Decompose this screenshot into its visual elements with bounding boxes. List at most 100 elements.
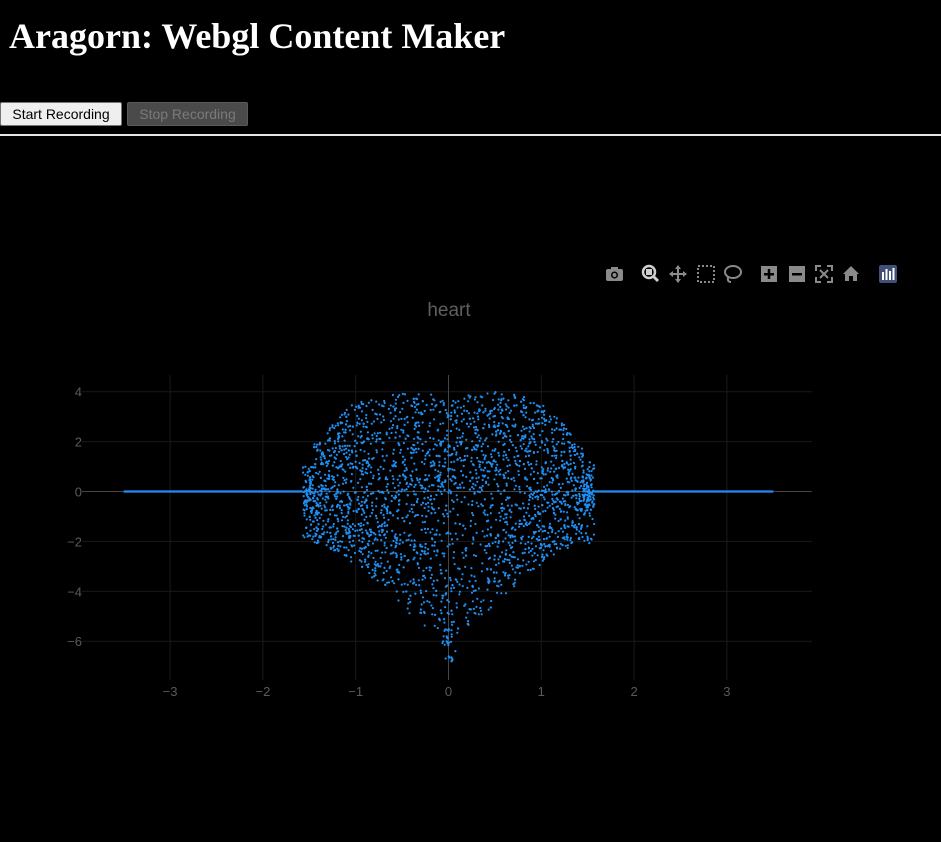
scatter-point [324,480,327,483]
scatter-point [387,491,390,494]
scatter-point [319,504,322,507]
pan-icon[interactable] [669,265,687,283]
scatter-point [333,427,336,430]
scatter-point [429,557,432,560]
scatter-point [509,546,513,550]
scatter-point [426,527,429,531]
scatter-point [319,501,322,505]
scatter-point [444,509,447,512]
scatter-point [385,530,389,533]
scatter-point [377,468,380,471]
scatter-point [342,476,345,479]
scatter-point [538,519,541,522]
scatter-point [482,599,485,602]
scatter-point [331,424,334,427]
scatter-point [450,609,453,612]
scatter-point [433,498,436,501]
scatter-point [406,514,409,517]
scatter-point [399,533,402,536]
camera-icon[interactable] [606,267,623,281]
scatter-point [544,489,547,492]
scatter-point [532,433,535,436]
scatter-point [397,484,400,487]
scatter-point [363,547,366,550]
scatter-point [544,423,547,426]
scatter-point [548,535,551,538]
scatter-point [469,519,472,523]
scatter-point [368,571,371,575]
scatter-point [364,558,367,561]
scatter-point [302,485,305,489]
scatter-point [360,547,363,550]
scatter-point [539,493,542,497]
scatter-point [334,536,337,539]
scatter-point [460,440,463,443]
scatter-point [562,429,565,432]
scatter-point [438,461,441,464]
scatter-point [456,444,459,448]
scatter-point [525,563,528,566]
scatter-point [366,532,369,535]
scatter-point [551,440,554,443]
scatter-point [493,577,496,580]
scatter-point [314,466,317,469]
scatter-point [485,437,488,440]
scatter-point [313,528,316,531]
scatter-point [409,580,412,583]
scatter-point [434,468,437,471]
scatter-point [357,508,360,511]
scatter-point [439,609,442,612]
zoom-out-icon[interactable] [789,266,805,282]
scatter-point [324,523,327,526]
page-title: Aragorn: Webgl Content Maker [9,16,506,56]
lasso-select-icon[interactable] [724,265,742,283]
scatter-point [449,429,452,433]
scatter-point [345,526,348,529]
scatter-point [475,605,478,609]
scatter-point [400,583,403,586]
scatter-point [502,571,505,574]
zoom-icon[interactable] [641,264,660,283]
scatter-point [562,423,566,426]
scatter-point [489,512,492,515]
scatter-point [543,417,546,420]
scatter-point [558,507,562,510]
reset-axes-icon[interactable] [843,266,859,281]
plotly-logo-icon[interactable] [879,265,897,283]
scatter-point [551,528,554,532]
scatter-point [373,572,376,575]
scatter-point [423,490,426,493]
scatter-point [354,529,357,532]
scatter-point [437,519,440,522]
scatter-point [452,586,456,589]
start-recording-button[interactable]: Start Recording [0,102,122,126]
scatter-point [401,455,405,458]
zoom-in-icon[interactable] [761,266,777,282]
scatter-point [377,565,380,568]
autoscale-icon[interactable] [815,265,833,283]
scatter-point [367,465,370,468]
scatter-point [444,593,447,596]
scatter-point [455,427,458,430]
x-tick-label: −2 [255,684,270,699]
scatter-point [473,411,476,414]
scatter-point [343,448,346,451]
scatter-point [533,513,537,516]
scatter-point [546,545,549,548]
scatter-point [324,442,327,445]
scatter-point [483,456,486,459]
box-select-icon[interactable] [697,265,715,283]
scatter-point [383,399,386,403]
scatter-point [545,553,548,556]
scatter-point [556,474,559,477]
scatter-point [375,449,378,452]
scatter-point [435,529,438,532]
scatter-point [367,563,370,566]
scatter-point [462,464,465,468]
scatter-point [383,566,386,570]
scatter-point [499,473,502,476]
scatter-point [403,475,406,478]
scatter-point [327,497,330,500]
scatter-point [349,525,352,528]
